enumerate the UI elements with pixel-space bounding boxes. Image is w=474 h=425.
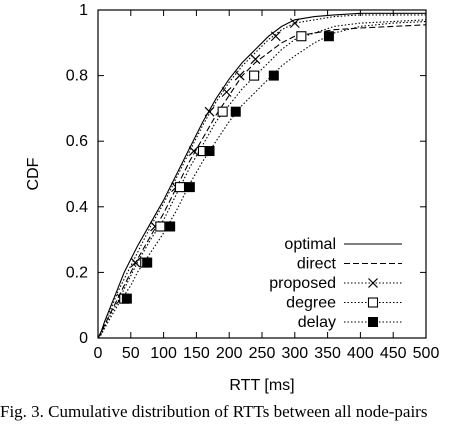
marker-degree bbox=[155, 221, 166, 232]
series-markers bbox=[116, 18, 334, 304]
axis-ticks: 0 50 100 150 200 250 300 350 400 450 500 0 0.2 0.4 0.6… bbox=[66, 2, 440, 362]
marker-proposed bbox=[250, 54, 261, 65]
x-tick-label: 200 bbox=[216, 345, 243, 362]
legend-label-degree: degree bbox=[286, 295, 336, 312]
x-tick-label: 100 bbox=[150, 345, 177, 362]
legend-label-direct: direct bbox=[297, 256, 337, 273]
marker-degree bbox=[249, 70, 260, 81]
marker-proposed bbox=[130, 257, 141, 268]
x-tick-label: 0 bbox=[94, 345, 103, 362]
marker-delay bbox=[165, 221, 176, 232]
cross-stroke bbox=[188, 146, 199, 156]
x-tick-label: 50 bbox=[122, 345, 140, 362]
y-tick-label: 0 bbox=[79, 330, 88, 347]
y-tick-label: 0.4 bbox=[66, 199, 88, 216]
marker-degree bbox=[296, 31, 307, 42]
marker-proposed bbox=[188, 146, 199, 156]
plot-frame bbox=[97, 9, 427, 339]
legend-marker-degree bbox=[367, 297, 379, 308]
marker-proposed bbox=[204, 106, 215, 117]
marker-delay bbox=[204, 146, 215, 157]
x-tick-label: 150 bbox=[183, 345, 210, 362]
cdf-chart: 0 50 100 150 200 250 300 350 400 450 500 0 0.2 0.4 0.6… bbox=[25, 2, 440, 394]
marker-degree bbox=[217, 106, 228, 117]
series-line-optimal bbox=[97, 12, 426, 339]
y-axis-title: CDF bbox=[25, 157, 42, 190]
legend-label-optimal: optimal bbox=[284, 236, 336, 253]
x-tick-label: 250 bbox=[249, 345, 276, 362]
marker-degree bbox=[174, 182, 186, 193]
series-lines bbox=[97, 12, 427, 339]
marker-delay bbox=[121, 293, 132, 304]
series-line-degree bbox=[97, 19, 427, 339]
legend-label-delay: delay bbox=[298, 314, 336, 331]
y-tick-label: 0.8 bbox=[66, 68, 88, 85]
x-tick-label: 500 bbox=[413, 345, 440, 362]
marker-proposed bbox=[234, 70, 245, 81]
cross-stroke bbox=[368, 278, 378, 288]
y-tick-label: 0.2 bbox=[66, 264, 88, 281]
y-tick-label: 0.6 bbox=[66, 133, 88, 150]
legend-label-proposed: proposed bbox=[269, 275, 336, 292]
marker-proposed bbox=[270, 31, 281, 42]
x-tick-label: 450 bbox=[380, 345, 407, 362]
series-line-direct bbox=[97, 24, 427, 339]
x-tick-label: 400 bbox=[347, 345, 374, 362]
x-tick-label: 350 bbox=[314, 345, 341, 362]
cross-stroke bbox=[130, 257, 141, 268]
marker-proposed bbox=[221, 87, 232, 97]
marker-delay bbox=[230, 106, 241, 117]
marker-delay bbox=[323, 31, 334, 42]
series-line-delay bbox=[97, 20, 427, 339]
y-tick-label: 1 bbox=[79, 2, 88, 19]
cross-stroke bbox=[270, 31, 281, 42]
figure-caption: Fig. 3. Cumulative distribution of RTTs … bbox=[0, 402, 428, 421]
marker-delay bbox=[142, 257, 153, 268]
x-tick-label: 300 bbox=[281, 345, 308, 362]
series-line-proposed bbox=[97, 14, 426, 339]
marker-delay bbox=[184, 182, 195, 193]
marker-proposed bbox=[289, 18, 300, 29]
legend-marker-delay bbox=[368, 317, 378, 327]
legend: optimal direct proposed degree delay bbox=[269, 236, 402, 331]
x-axis-title: RTT [ms] bbox=[229, 377, 294, 394]
cross-stroke bbox=[289, 18, 300, 29]
cross-stroke bbox=[204, 106, 215, 117]
cross-stroke bbox=[234, 70, 245, 81]
legend-marker-proposed bbox=[368, 278, 378, 288]
marker-delay bbox=[268, 70, 279, 81]
cross-stroke bbox=[250, 54, 261, 65]
cross-stroke bbox=[221, 87, 232, 97]
